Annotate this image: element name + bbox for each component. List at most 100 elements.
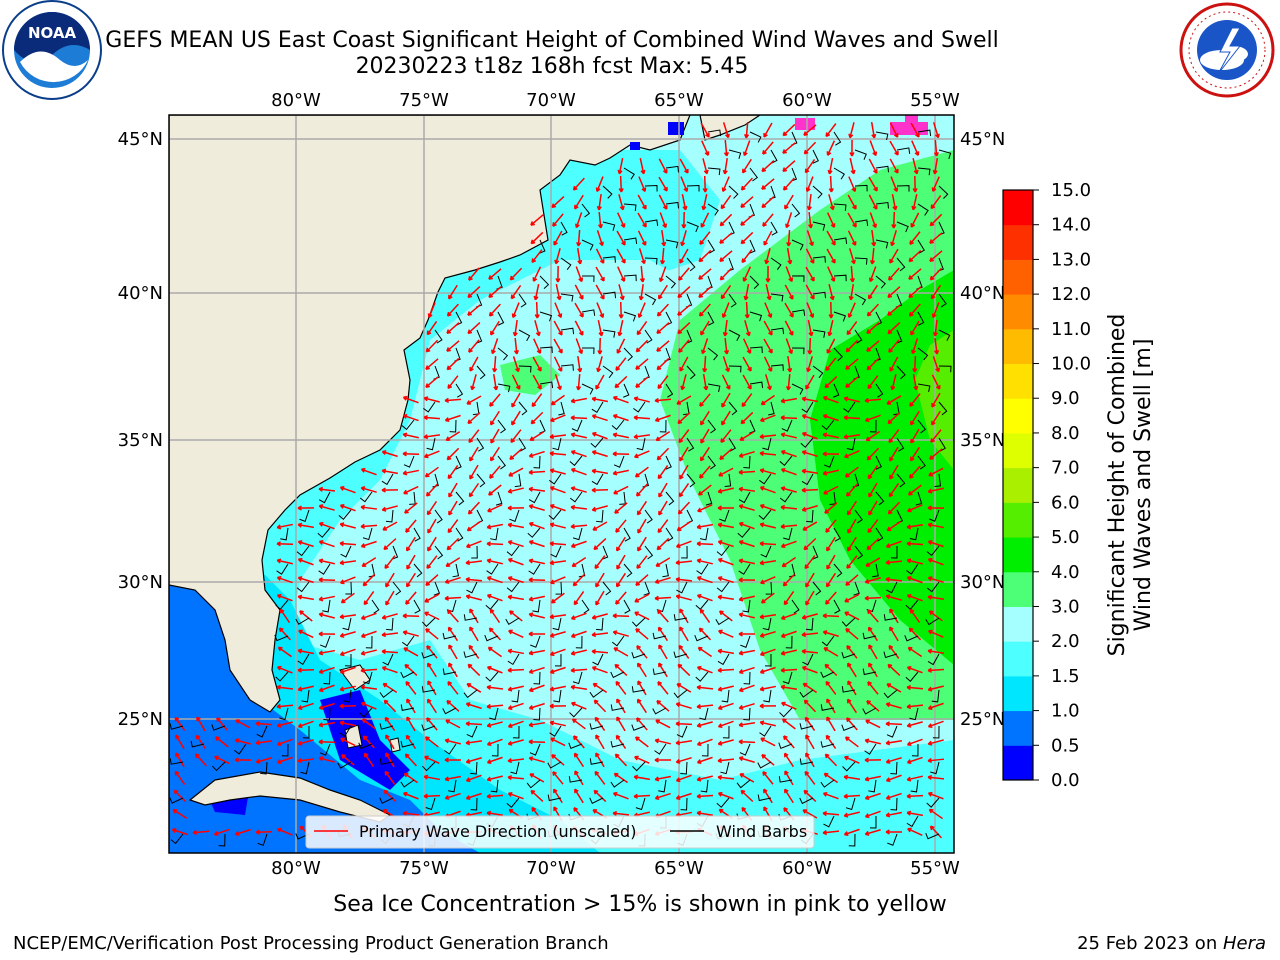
colorbar-tick-label: 2.0	[1051, 631, 1080, 652]
wave-direction-arrow	[887, 411, 901, 425]
wave-direction-arrow	[847, 194, 857, 210]
nws-logo	[1179, 2, 1275, 98]
wind-barb	[680, 761, 688, 775]
wave-direction-arrow	[616, 248, 626, 264]
wave-direction-arrow	[906, 721, 923, 728]
wave-direction-arrow	[719, 213, 733, 227]
wind-barb	[518, 329, 531, 342]
wave-direction-arrow	[848, 283, 855, 301]
wave-direction-arrow	[886, 520, 902, 532]
wave-direction-arrow	[825, 680, 837, 695]
wave-direction-arrow	[780, 504, 798, 511]
wave-direction-arrow	[507, 557, 524, 566]
wind-barb	[694, 635, 709, 642]
wave-direction-arrow	[932, 319, 938, 337]
wave-direction-arrow	[931, 176, 940, 192]
wind-barb	[448, 779, 457, 793]
wind-barb	[299, 509, 310, 523]
wave-direction-arrow	[888, 429, 900, 444]
wave-direction-arrow	[762, 213, 774, 227]
wave-direction-arrow	[618, 284, 625, 301]
wave-direction-arrow	[550, 592, 565, 604]
wave-direction-arrow	[636, 555, 648, 569]
wave-direction-arrow	[780, 397, 798, 404]
wave-direction-arrow	[549, 560, 567, 566]
wave-direction-arrow	[492, 373, 499, 391]
wind-barb	[421, 686, 436, 693]
wave-direction-arrow	[214, 755, 230, 765]
wind-barb	[611, 419, 625, 431]
wave-direction-arrow	[866, 447, 880, 461]
wave-direction-arrow	[507, 540, 524, 548]
wind-barb	[631, 686, 646, 693]
wave-direction-arrow	[868, 644, 878, 660]
wave-direction-arrow	[424, 611, 440, 621]
wind-barb	[318, 491, 331, 504]
wind-barb	[518, 293, 527, 308]
wave-direction-arrow	[591, 648, 609, 655]
wave-direction-arrow	[677, 412, 691, 425]
wave-direction-arrow	[699, 465, 711, 479]
wave-direction-arrow	[595, 284, 605, 300]
wave-direction-arrow	[173, 789, 187, 803]
wave-direction-arrow	[655, 719, 671, 729]
wind-barb	[759, 725, 772, 737]
wave-direction-arrow	[507, 720, 524, 729]
wave-direction-arrow	[657, 626, 669, 642]
wave-direction-arrow	[576, 373, 582, 391]
wave-direction-arrow	[573, 752, 585, 768]
wave-direction-arrow	[405, 591, 417, 605]
wave-direction-arrow	[534, 301, 540, 319]
wave-direction-arrow	[696, 541, 714, 547]
wave-direction-arrow	[570, 450, 587, 458]
wave-direction-arrow	[677, 286, 691, 299]
wind-barb	[365, 635, 373, 649]
wind-barb	[938, 365, 952, 373]
wind-barb	[602, 221, 616, 231]
wave-direction-arrow	[570, 667, 588, 673]
wind-barb	[821, 635, 835, 647]
wave-direction-arrow	[426, 645, 438, 659]
wave-direction-arrow	[384, 716, 396, 731]
wind-barb	[343, 689, 352, 703]
wind-barb	[833, 527, 841, 542]
wave-direction-arrow	[658, 500, 668, 516]
wave-direction-arrow	[405, 519, 417, 533]
wave-direction-arrow	[843, 793, 861, 799]
wind-barb	[359, 707, 373, 718]
wave-direction-arrow	[426, 662, 437, 678]
wave-direction-arrow	[444, 576, 461, 584]
wave-direction-arrow	[615, 357, 627, 371]
wave-direction-arrow	[656, 609, 669, 623]
wave-direction-arrow	[528, 702, 545, 710]
wind-barb	[695, 671, 709, 682]
wave-direction-arrow	[612, 432, 629, 439]
wave-direction-arrow	[615, 680, 627, 695]
wave-direction-arrow	[929, 267, 943, 281]
wave-direction-arrow	[801, 450, 818, 458]
wind-barb	[738, 491, 751, 504]
wave-direction-arrow	[658, 266, 667, 283]
wave-direction-arrow	[826, 212, 836, 228]
colorbar-tick-label: 15.0	[1051, 180, 1091, 201]
wave-direction-arrow	[447, 681, 459, 695]
wind-barb	[707, 455, 716, 470]
wave-direction-arrow	[888, 482, 900, 498]
wave-direction-arrow	[743, 284, 750, 301]
wave-direction-arrow	[909, 393, 921, 407]
wind-barb	[869, 419, 877, 433]
wind-barb	[463, 689, 478, 699]
wind-barb	[463, 651, 478, 658]
colorbar-tick-label: 7.0	[1051, 458, 1080, 479]
wave-direction-arrow	[759, 614, 777, 620]
wave-direction-arrow	[636, 698, 647, 714]
lat-label: 45°N	[118, 129, 163, 150]
wind-barb	[506, 545, 520, 557]
wind-barb	[549, 473, 562, 485]
wave-direction-arrow	[488, 303, 501, 317]
wave-direction-arrow	[615, 536, 626, 552]
wave-direction-arrow	[445, 557, 461, 567]
wave-direction-arrow	[617, 212, 626, 228]
wind-barb	[476, 473, 486, 488]
